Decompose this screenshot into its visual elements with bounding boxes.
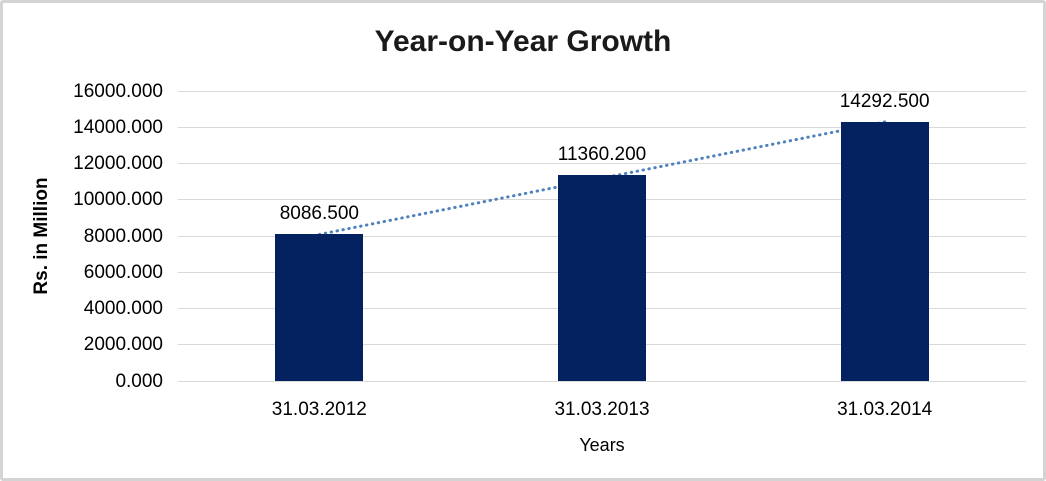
y-axis-tick-label: 12000.000 (73, 153, 163, 174)
chart-title: Year-on-Year Growth (374, 25, 672, 58)
bar-31.03.2012 (275, 234, 364, 381)
bar-31.03.2014 (840, 121, 929, 381)
x-axis-tick-label: 31.03.2014 (837, 399, 933, 420)
gridline (178, 90, 1026, 92)
y-axis-tick-label: 8000.000 (83, 225, 163, 247)
x-axis-title: Years (579, 435, 625, 455)
y-axis-tick-label: 6000.000 (83, 261, 163, 283)
x-axis-tick-label: 31.03.2013 (554, 399, 650, 420)
bar-value-label: 11360.200 (557, 144, 647, 166)
y-axis-tick-label: 10000.000 (73, 189, 163, 211)
x-axis-tick-label: 31.03.2012 (271, 399, 367, 420)
bar-value-label: 8086.500 (279, 203, 359, 225)
y-axis-tick-label: 2000.000 (83, 334, 163, 356)
y-axis-tick-label: 16000.000 (73, 80, 163, 102)
bar-31.03.2013 (558, 175, 646, 381)
y-axis-tick-label: 0.000 (115, 370, 163, 392)
y-axis-tick-label: 14000.000 (73, 116, 163, 138)
bar-value-label: 14292.500 (839, 90, 930, 112)
y-axis-tick-label: 4000.000 (83, 298, 163, 319)
gridline (178, 380, 1026, 382)
